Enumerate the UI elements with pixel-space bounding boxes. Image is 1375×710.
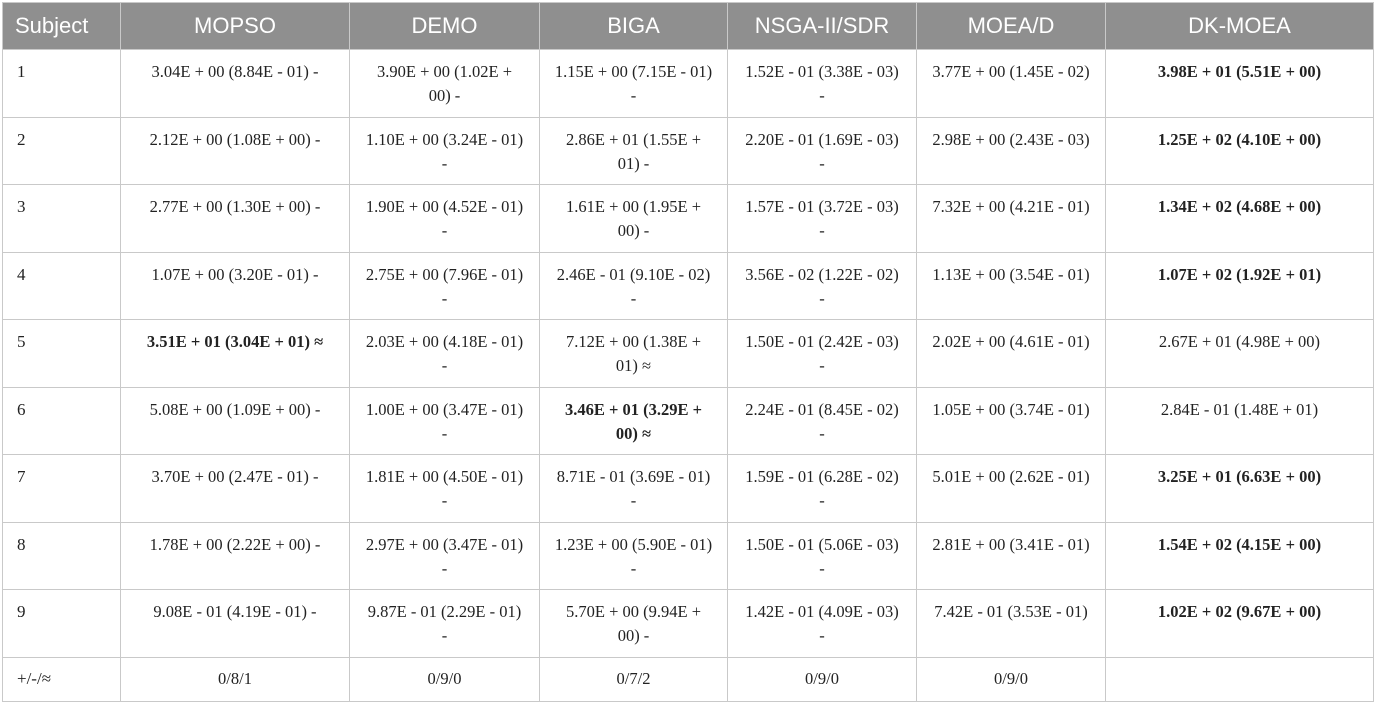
table-row: 4 1.07E + 00 (3.20E - 01) - 2.75E + 00 (… [2, 251, 1374, 320]
header-subject: Subject [2, 2, 121, 50]
header-moea-d: MOEA/D [916, 2, 1106, 50]
value-cell: 1.81E + 00 (4.50E - 01) - [349, 454, 540, 523]
value-cell: 3.25E + 01 (6.63E + 00) [1105, 454, 1374, 523]
header-demo: DEMO [349, 2, 540, 50]
value-cell: 3.98E + 01 (5.51E + 00) [1105, 49, 1374, 118]
value-cell: 3.77E + 00 (1.45E - 02) [916, 49, 1106, 118]
summary-cell: 0/9/0 [349, 656, 540, 702]
value-cell: 2.20E - 01 (1.69E - 03) - [727, 116, 917, 185]
table-row: 1 3.04E + 00 (8.84E - 01) - 3.90E + 00 (… [2, 49, 1374, 118]
value-cell: 1.00E + 00 (3.47E - 01) - [349, 386, 540, 455]
value-cell: 2.75E + 00 (7.96E - 01) - [349, 251, 540, 320]
value-cell: 1.50E - 01 (5.06E - 03) - [727, 521, 917, 590]
table-row: 9 9.08E - 01 (4.19E - 01) - 9.87E - 01 (… [2, 589, 1374, 658]
value-cell: 2.97E + 00 (3.47E - 01) - [349, 521, 540, 590]
value-cell: 3.70E + 00 (2.47E - 01) - [120, 454, 350, 523]
value-cell: 1.07E + 02 (1.92E + 01) [1105, 251, 1374, 320]
value-cell: 1.25E + 02 (4.10E + 00) [1105, 116, 1374, 185]
header-mopso: MOPSO [120, 2, 350, 50]
value-cell: 5.70E + 00 (9.94E + 00) - [539, 589, 728, 658]
subject-cell: 8 [2, 521, 121, 590]
summary-cell: 0/8/1 [120, 656, 350, 702]
value-cell: 1.05E + 00 (3.74E - 01) [916, 386, 1106, 455]
table-row: 7 3.70E + 00 (2.47E - 01) - 1.81E + 00 (… [2, 454, 1374, 523]
subject-cell: 5 [2, 319, 121, 388]
subject-cell: 2 [2, 116, 121, 185]
header-row: Subject MOPSO DEMO BIGA NSGA-II/SDR MOEA… [2, 2, 1374, 50]
value-cell: 3.04E + 00 (8.84E - 01) - [120, 49, 350, 118]
value-cell: 2.67E + 01 (4.98E + 00) [1105, 319, 1374, 388]
header-dk-moea: DK-MOEA [1105, 2, 1374, 50]
summary-label: +/-/≈ [2, 656, 121, 702]
summary-cell: 0/9/0 [916, 656, 1106, 702]
value-cell: 2.77E + 00 (1.30E + 00) - [120, 184, 350, 253]
value-cell: 1.15E + 00 (7.15E - 01) - [539, 49, 728, 118]
value-cell: 8.71E - 01 (3.69E - 01) - [539, 454, 728, 523]
table-row: 8 1.78E + 00 (2.22E + 00) - 2.97E + 00 (… [2, 521, 1374, 590]
subject-cell: 7 [2, 454, 121, 523]
value-cell: 2.02E + 00 (4.61E - 01) [916, 319, 1106, 388]
value-cell: 5.01E + 00 (2.62E - 01) [916, 454, 1106, 523]
value-cell: 1.50E - 01 (2.42E - 03) - [727, 319, 917, 388]
value-cell: 3.51E + 01 (3.04E + 01) ≈ [120, 319, 350, 388]
value-cell: 7.42E - 01 (3.53E - 01) [916, 589, 1106, 658]
value-cell: 1.52E - 01 (3.38E - 03) - [727, 49, 917, 118]
value-cell: 3.56E - 02 (1.22E - 02) - [727, 251, 917, 320]
summary-cell: 0/7/2 [539, 656, 728, 702]
value-cell: 2.46E - 01 (9.10E - 02) - [539, 251, 728, 320]
subject-cell: 9 [2, 589, 121, 658]
value-cell: 3.46E + 01 (3.29E + 00) ≈ [539, 386, 728, 455]
value-cell: 1.61E + 00 (1.95E + 00) - [539, 184, 728, 253]
table-row: 2 2.12E + 00 (1.08E + 00) - 1.10E + 00 (… [2, 116, 1374, 185]
value-cell: 1.23E + 00 (5.90E - 01) - [539, 521, 728, 590]
value-cell: 2.86E + 01 (1.55E + 01) - [539, 116, 728, 185]
value-cell: 9.87E - 01 (2.29E - 01) - [349, 589, 540, 658]
value-cell: 2.03E + 00 (4.18E - 01) - [349, 319, 540, 388]
value-cell: 2.12E + 00 (1.08E + 00) - [120, 116, 350, 185]
value-cell: 1.57E - 01 (3.72E - 03) - [727, 184, 917, 253]
value-cell: 1.42E - 01 (4.09E - 03) - [727, 589, 917, 658]
table-row: 6 5.08E + 00 (1.09E + 00) - 1.00E + 00 (… [2, 386, 1374, 455]
value-cell: 2.84E - 01 (1.48E + 01) [1105, 386, 1374, 455]
value-cell: 2.24E - 01 (8.45E - 02) - [727, 386, 917, 455]
value-cell: 1.02E + 02 (9.67E + 00) [1105, 589, 1374, 658]
value-cell: 1.54E + 02 (4.15E + 00) [1105, 521, 1374, 590]
summary-cell: 0/9/0 [727, 656, 917, 702]
value-cell: 2.81E + 00 (3.41E - 01) [916, 521, 1106, 590]
value-cell: 1.13E + 00 (3.54E - 01) [916, 251, 1106, 320]
summary-row: +/-/≈ 0/8/1 0/9/0 0/7/2 0/9/0 0/9/0 [2, 656, 1374, 702]
header-biga: BIGA [539, 2, 728, 50]
value-cell: 1.90E + 00 (4.52E - 01) - [349, 184, 540, 253]
value-cell: 9.08E - 01 (4.19E - 01) - [120, 589, 350, 658]
value-cell: 1.34E + 02 (4.68E + 00) [1105, 184, 1374, 253]
value-cell: 1.59E - 01 (6.28E - 02) - [727, 454, 917, 523]
subject-cell: 3 [2, 184, 121, 253]
value-cell: 2.98E + 00 (2.43E - 03) [916, 116, 1106, 185]
value-cell: 1.07E + 00 (3.20E - 01) - [120, 251, 350, 320]
value-cell: 3.90E + 00 (1.02E + 00) - [349, 49, 540, 118]
table-row: 5 3.51E + 01 (3.04E + 01) ≈ 2.03E + 00 (… [2, 319, 1374, 388]
value-cell: 1.78E + 00 (2.22E + 00) - [120, 521, 350, 590]
header-nsga-ii-sdr: NSGA-II/SDR [727, 2, 917, 50]
summary-cell [1105, 656, 1374, 702]
table-row: 3 2.77E + 00 (1.30E + 00) - 1.90E + 00 (… [2, 184, 1374, 253]
subject-cell: 1 [2, 49, 121, 118]
value-cell: 7.32E + 00 (4.21E - 01) [916, 184, 1106, 253]
subject-cell: 6 [2, 386, 121, 455]
value-cell: 7.12E + 00 (1.38E + 01) ≈ [539, 319, 728, 388]
value-cell: 1.10E + 00 (3.24E - 01) - [349, 116, 540, 185]
value-cell: 5.08E + 00 (1.09E + 00) - [120, 386, 350, 455]
subject-cell: 4 [2, 251, 121, 320]
